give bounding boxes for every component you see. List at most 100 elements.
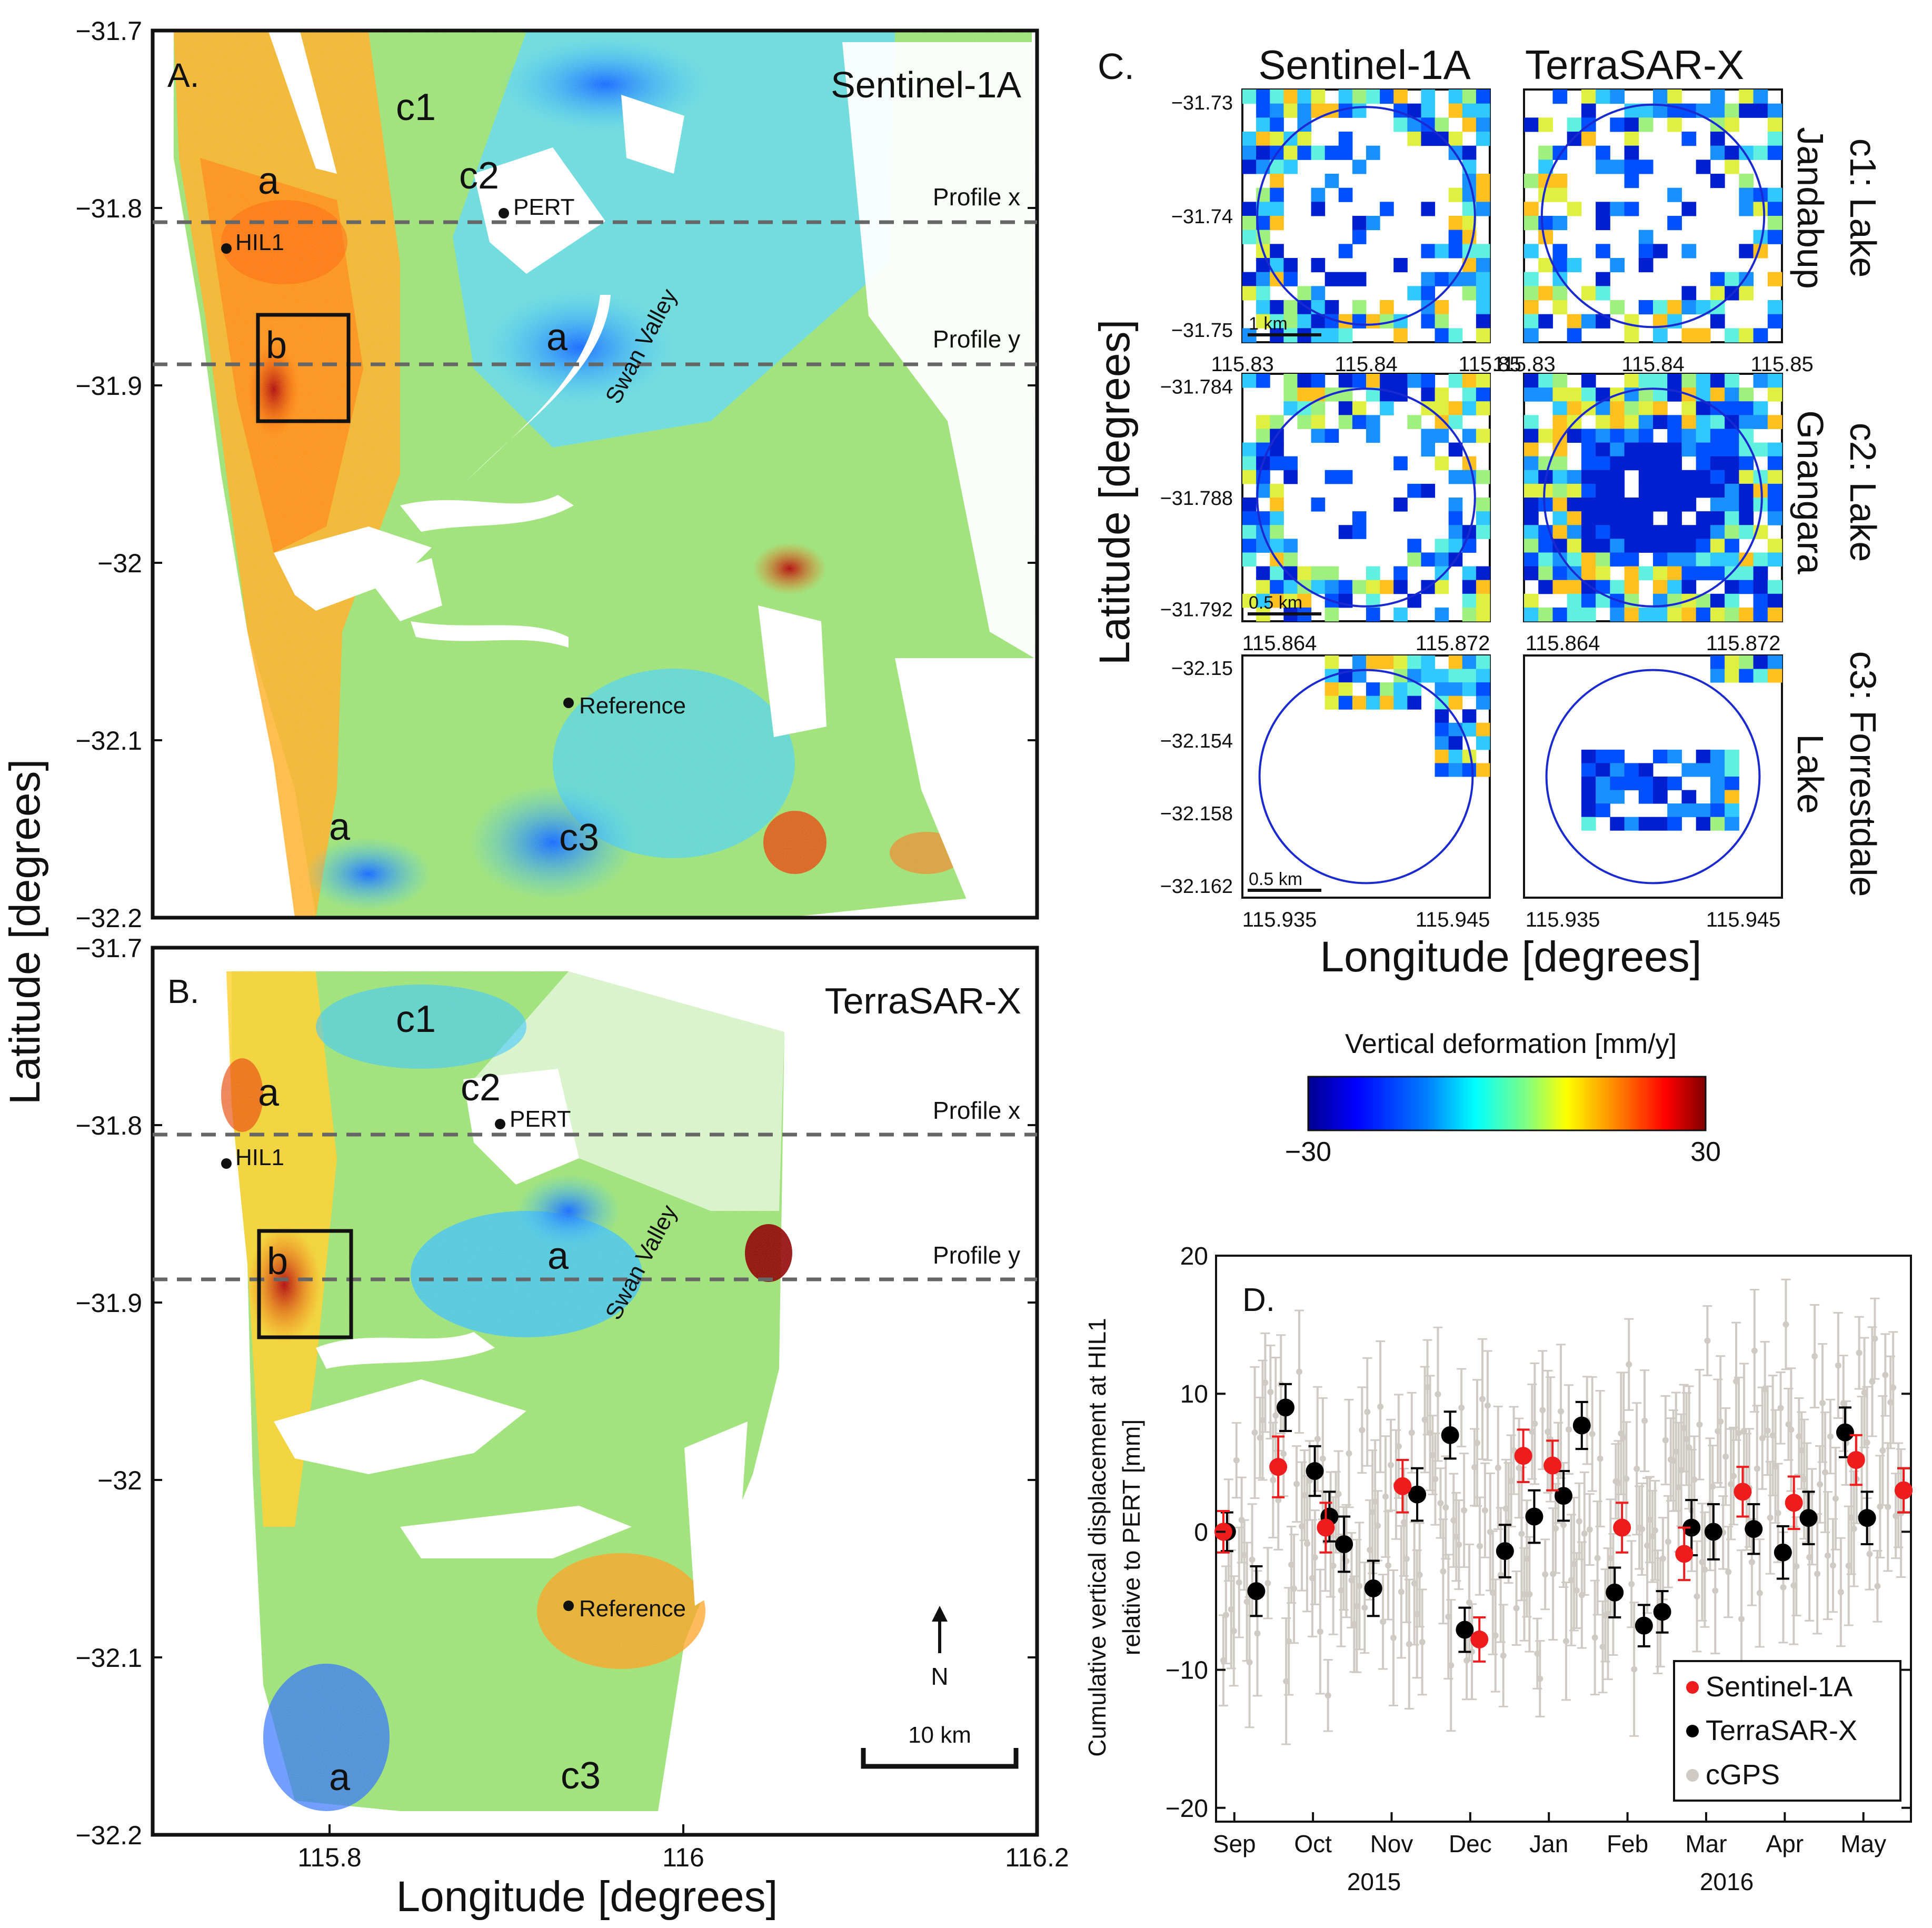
tile-pixel bbox=[1581, 763, 1596, 777]
tile-pixel bbox=[1352, 695, 1367, 710]
panel-a-deformation-raster bbox=[153, 31, 1037, 918]
tile-pixel bbox=[1681, 763, 1697, 777]
series-point-terrasar-x bbox=[1745, 1520, 1763, 1538]
tile-pixel bbox=[1393, 607, 1408, 622]
tile-xtick-label: 115.935 bbox=[1526, 908, 1600, 931]
tile-pixel bbox=[1610, 258, 1625, 273]
tile-pixel bbox=[1476, 669, 1490, 683]
tile-pixel bbox=[1324, 300, 1339, 315]
tile-pixel bbox=[1653, 525, 1668, 539]
tile-pixel bbox=[1538, 539, 1553, 553]
tile-pixel bbox=[1380, 401, 1394, 415]
tile-pixel bbox=[1256, 90, 1270, 104]
tile-pixel bbox=[1352, 300, 1367, 315]
tile-pixel bbox=[1476, 374, 1490, 388]
panel-a-ytick-label: −31.8 bbox=[75, 194, 142, 223]
panel-a-pert-label: PERT bbox=[513, 194, 575, 220]
tile-pixel bbox=[1725, 470, 1739, 484]
tile-pixel bbox=[1524, 511, 1539, 525]
tile-pixel bbox=[1596, 511, 1610, 525]
panel-a-hil1-label: HIL1 bbox=[235, 230, 284, 255]
lake-outline bbox=[1545, 669, 1761, 885]
tile-pixel bbox=[1710, 669, 1725, 683]
tile-pixel bbox=[1552, 607, 1568, 622]
tile-pixel bbox=[1435, 456, 1449, 471]
cgps-point bbox=[1518, 1531, 1525, 1537]
tile-pixel bbox=[1270, 174, 1284, 188]
tile-pixel bbox=[1421, 669, 1436, 683]
tile-pixel bbox=[1681, 539, 1697, 553]
panel-b-label-a3: a bbox=[329, 1756, 351, 1798]
tile-pixel bbox=[1610, 456, 1625, 471]
tile-pixel bbox=[1638, 817, 1654, 831]
tile-pixel bbox=[1435, 300, 1449, 315]
tile-pixel bbox=[1538, 580, 1553, 594]
cgps-point bbox=[1293, 1480, 1300, 1487]
tile-pixel bbox=[1524, 442, 1539, 457]
tile-pixel bbox=[1653, 552, 1668, 567]
cgps-point bbox=[1869, 1378, 1876, 1385]
tile-xtick-label: 115.83 bbox=[1211, 353, 1273, 376]
tile-pixel bbox=[1538, 145, 1553, 160]
tile-pixel bbox=[1393, 566, 1408, 581]
tile-pixel bbox=[1638, 429, 1654, 443]
tile-pixel bbox=[1311, 187, 1326, 202]
tile-pixel bbox=[1596, 552, 1610, 567]
tile-pixel bbox=[1581, 442, 1596, 457]
tile-pixel bbox=[1739, 415, 1754, 429]
tile-pixel bbox=[1667, 511, 1682, 525]
tile-pixel bbox=[1681, 607, 1697, 622]
panel-b-ytick-label: −32 bbox=[97, 1466, 142, 1495]
tile-pixel bbox=[1380, 655, 1394, 670]
tile-pixel bbox=[1366, 429, 1380, 443]
tile-pixel bbox=[1596, 244, 1610, 259]
series-point-terrasar-x bbox=[1774, 1543, 1792, 1562]
tile-pixel bbox=[1739, 456, 1754, 471]
tile-pixel bbox=[1421, 90, 1436, 104]
tile-pixel bbox=[1767, 374, 1782, 388]
tile-pixel bbox=[1696, 525, 1711, 539]
tile-pixel bbox=[1552, 187, 1568, 202]
cgps-point bbox=[1440, 1568, 1447, 1575]
tile-pixel bbox=[1653, 374, 1668, 388]
tile-ytick-label: −31.788 bbox=[1160, 488, 1233, 510]
tile-pixel bbox=[1753, 103, 1768, 118]
panel-a-label-a1: a bbox=[258, 160, 280, 202]
tile-pixel bbox=[1681, 470, 1697, 484]
tile-pixel bbox=[1524, 202, 1539, 216]
tile-pixel bbox=[1596, 483, 1610, 498]
cgps-point bbox=[1581, 1530, 1588, 1537]
tile-pixel bbox=[1725, 160, 1739, 174]
tile-pixel bbox=[1283, 580, 1298, 594]
cgps-point bbox=[1704, 1337, 1711, 1344]
tile-pixel bbox=[1393, 580, 1408, 594]
panel-c-row3-label-bottom: Lake bbox=[1790, 734, 1831, 814]
lake-outline bbox=[1540, 103, 1766, 329]
tile-pixel bbox=[1725, 669, 1739, 683]
scale-bar: 10 km bbox=[861, 1722, 1019, 1769]
tile-pixel bbox=[1581, 511, 1596, 525]
tile-pixel bbox=[1696, 763, 1711, 777]
tile-pixel bbox=[1596, 272, 1610, 286]
panel-b-label-a2: a bbox=[547, 1235, 569, 1277]
cgps-point bbox=[1319, 1455, 1326, 1462]
tile-pixel bbox=[1366, 374, 1380, 388]
cgps-point bbox=[1738, 1616, 1745, 1623]
insar-series bbox=[1214, 1383, 1913, 1663]
tile-pixel bbox=[1567, 429, 1582, 443]
tile-xtick-label: 115.935 bbox=[1242, 908, 1317, 931]
tile-pixel bbox=[1610, 442, 1625, 457]
tile-ytick-label: −32.158 bbox=[1160, 803, 1233, 825]
tile-pixel bbox=[1610, 607, 1625, 622]
cgps-point bbox=[1696, 1421, 1703, 1428]
tile-pixel bbox=[1462, 145, 1477, 160]
tile-pixel bbox=[1667, 429, 1682, 443]
cgps-point bbox=[1751, 1347, 1758, 1354]
tile-pixel bbox=[1624, 607, 1639, 622]
cgps-point bbox=[1882, 1372, 1889, 1378]
tile-pixel bbox=[1297, 415, 1312, 429]
tile-pixel bbox=[1610, 160, 1625, 174]
tile-pixel bbox=[1476, 187, 1490, 202]
tile-pixel bbox=[1739, 483, 1754, 498]
